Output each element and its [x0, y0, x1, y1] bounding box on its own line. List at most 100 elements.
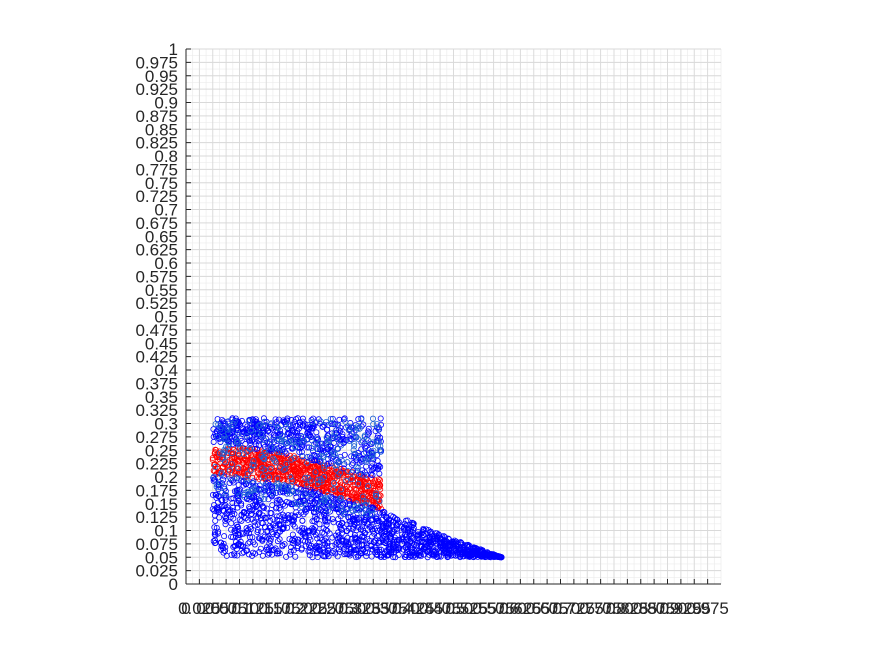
data-point: [225, 418, 232, 425]
data-point: [357, 493, 364, 500]
data-point: [364, 511, 371, 518]
data-point: [277, 449, 284, 456]
y-tick-label: 0.725: [135, 187, 178, 206]
x-tick-label: 0.325: [339, 599, 382, 618]
x-tick-label: 0.925: [660, 599, 703, 618]
data-point: [220, 436, 227, 443]
y-tick-label: 0.55: [145, 281, 178, 300]
data-point: [259, 512, 266, 519]
data-point: [240, 549, 247, 556]
data-point: [328, 420, 335, 427]
data-point: [275, 432, 282, 439]
data-point: [266, 429, 273, 436]
data-point: [331, 480, 338, 487]
data-point: [357, 526, 364, 533]
data-point: [375, 426, 382, 433]
data-point: [228, 461, 235, 468]
data-point: [350, 429, 357, 436]
data-point: [426, 539, 433, 546]
data-point: [306, 552, 313, 559]
data-point: [270, 516, 277, 523]
data-point: [319, 452, 326, 459]
data-point: [293, 488, 300, 495]
data-point: [262, 435, 269, 442]
data-point: [300, 433, 307, 440]
data-point: [259, 465, 266, 472]
data-point: [232, 474, 239, 481]
data-point: [401, 538, 408, 545]
data-point: [212, 491, 219, 498]
data-point: [285, 421, 292, 428]
data-point: [407, 544, 414, 551]
data-point: [416, 532, 423, 539]
data-point: [283, 450, 290, 457]
data-point: [338, 457, 345, 464]
data-point: [287, 551, 294, 558]
data-point: [391, 515, 398, 522]
data-point: [389, 522, 396, 529]
data-point: [349, 473, 356, 480]
x-tick-label: 0.5: [442, 599, 466, 618]
data-point: [276, 520, 283, 527]
data-point: [343, 477, 350, 484]
x-tick-label: 0.1: [228, 599, 252, 618]
data-point: [272, 522, 279, 529]
data-point: [330, 486, 337, 493]
data-point: [318, 500, 325, 507]
x-tick-label: 0.575: [472, 599, 515, 618]
data-point: [302, 474, 309, 481]
data-point: [225, 443, 232, 450]
data-point: [299, 452, 306, 459]
data-point: [289, 459, 296, 466]
data-point: [301, 530, 308, 537]
data-point: [471, 545, 478, 552]
data-point: [294, 539, 301, 546]
data-point: [240, 508, 247, 515]
data-point: [402, 531, 409, 538]
data-point: [228, 425, 235, 432]
data-point: [413, 547, 420, 554]
data-point: [219, 545, 226, 552]
data-point: [416, 535, 423, 542]
data-point: [247, 511, 254, 518]
data-point: [281, 502, 288, 509]
data-point: [433, 554, 440, 561]
data-point: [355, 480, 362, 487]
data-point: [295, 466, 302, 473]
data-point: [291, 523, 298, 530]
y-tick-label: 0.6: [154, 254, 178, 273]
data-point: [283, 461, 290, 468]
data-point: [375, 476, 382, 483]
data-point: [291, 538, 298, 545]
y-tick-label: 0.75: [145, 174, 178, 193]
data-point: [299, 418, 306, 425]
data-point: [286, 438, 293, 445]
data-point: [313, 453, 320, 460]
data-point: [274, 475, 281, 482]
data-point: [449, 538, 456, 545]
data-point: [224, 418, 231, 425]
data-point: [325, 547, 332, 554]
data-point: [440, 533, 447, 540]
data-point: [290, 462, 297, 469]
data-point: [222, 496, 229, 503]
data-point: [295, 511, 302, 518]
data-point: [342, 418, 349, 425]
x-tick-label: 0.35: [357, 599, 390, 618]
data-point: [402, 517, 409, 524]
data-point: [351, 503, 358, 510]
data-point: [268, 444, 275, 451]
data-point: [351, 443, 358, 450]
data-point: [240, 445, 247, 452]
data-point: [228, 520, 235, 527]
x-tick-label: 0.525: [446, 599, 489, 618]
y-tick-label: 0.45: [145, 334, 178, 353]
data-point: [266, 522, 273, 529]
y-tick-label: 0.95: [145, 67, 178, 86]
data-point: [294, 434, 301, 441]
data-point: [351, 440, 358, 447]
data-point: [374, 482, 381, 489]
y-tick-label: 0.85: [145, 120, 178, 139]
data-point: [277, 475, 284, 482]
data-point: [288, 456, 295, 463]
